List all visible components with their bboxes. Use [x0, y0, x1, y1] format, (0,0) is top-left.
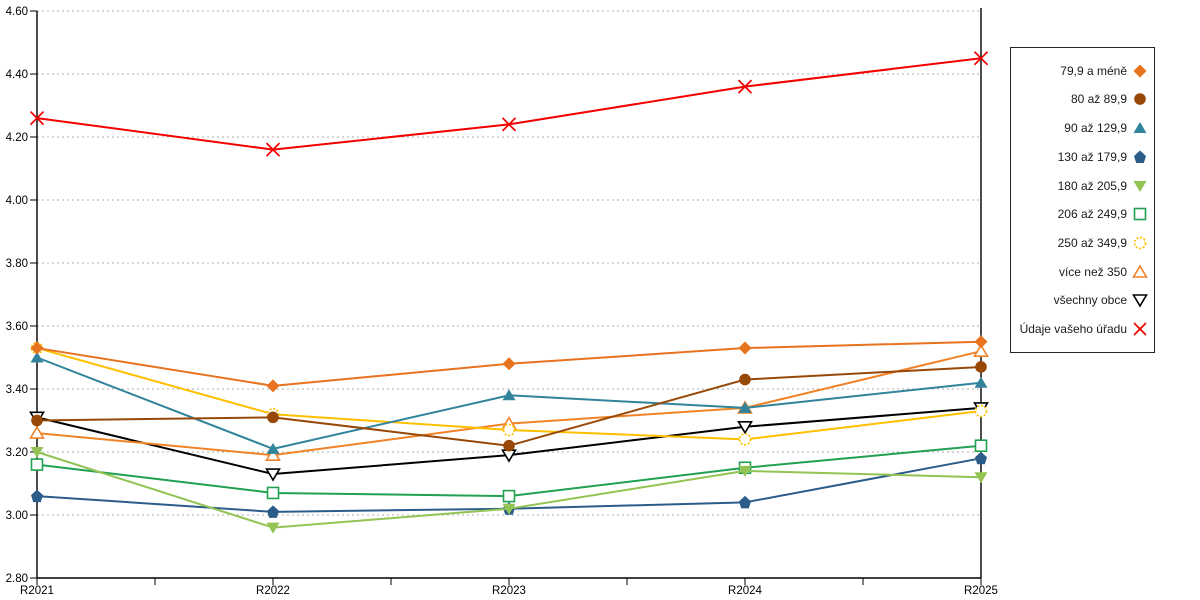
- series-5-marker: [30, 458, 44, 471]
- series-9-marker: [501, 117, 517, 132]
- series-2-marker: [30, 351, 44, 363]
- legend-item-9: Údaje vašeho úřadu: [1011, 321, 1154, 337]
- series-7-marker: [29, 425, 45, 439]
- series-0-marker: [738, 341, 752, 355]
- legend: 79,9 a méně 80 až 89,9 90 až 129,9 130 až 1…: [1010, 47, 1155, 353]
- legend-label: 80 až 89,9: [1070, 92, 1127, 107]
- legend-item-0: 79,9 a méně: [1011, 63, 1154, 79]
- square-legend-icon: [1133, 208, 1147, 221]
- y-axis-label: 4.40: [6, 69, 28, 81]
- series-0-marker: [30, 341, 44, 355]
- series-6-marker: [502, 423, 516, 437]
- series-9-marker: [737, 79, 753, 94]
- series-9-marker: [29, 110, 45, 126]
- series-2-marker: [738, 401, 752, 413]
- triangle-up-legend-icon: [1133, 122, 1147, 134]
- y-axis-label: 2.80: [6, 573, 28, 585]
- series-6-marker: [974, 404, 988, 418]
- series-4-marker: [502, 503, 516, 515]
- legend-label: 180 až 205,9: [1057, 178, 1127, 193]
- legend-label: více než 350: [1058, 264, 1127, 279]
- series-6-marker: [738, 433, 752, 446]
- series-5-marker: [974, 439, 988, 453]
- series-2-marker: [974, 376, 988, 388]
- pentagon-legend-icon: [1134, 150, 1146, 163]
- series-1-marker: [503, 439, 515, 452]
- series-7-marker: [265, 447, 281, 461]
- series-4-marker: [30, 447, 44, 458]
- legend-label: všechny obce: [1053, 293, 1127, 308]
- legend-item-4: 180 až 205,9: [1011, 178, 1154, 194]
- series-line-4: [36, 451, 982, 529]
- legend-label: 90 až 129,9: [1064, 121, 1127, 136]
- circle-legend-icon: [1134, 93, 1146, 106]
- series-0-marker: [266, 379, 280, 393]
- x-legend-icon: [1133, 322, 1147, 336]
- series-2-marker: [266, 442, 280, 454]
- series-4-marker: [738, 465, 752, 477]
- legend-item-5: 206 až 249,9: [1011, 206, 1154, 222]
- legend-item-3: 130 až 179,9: [1011, 149, 1154, 165]
- triangle-down-legend-icon: [1133, 180, 1147, 192]
- series-5-marker: [266, 486, 280, 500]
- diamond-legend-icon: [1133, 64, 1147, 78]
- x-axis-label: R2025: [964, 585, 998, 597]
- series-1-marker: [31, 414, 43, 427]
- series-3-marker: [267, 505, 279, 518]
- series-9-marker: [265, 142, 281, 157]
- series-9-marker: [973, 51, 989, 66]
- legend-item-2: 90 až 129,9: [1011, 120, 1154, 136]
- series-0-marker: [502, 357, 516, 371]
- legend-item-7: více než 350: [1011, 264, 1154, 280]
- series-2-marker: [502, 389, 516, 401]
- x-axis-label: R2024: [728, 585, 762, 597]
- x-axis-label: R2021: [20, 585, 54, 597]
- legend-label: 79,9 a méně: [1060, 63, 1127, 78]
- y-axis-label: 3.40: [6, 384, 28, 396]
- series-4-marker: [266, 522, 280, 534]
- triangle-down-legend-icon: [1132, 294, 1148, 309]
- y-axis-label: 4.60: [6, 6, 28, 18]
- legend-item-8: všechny obce: [1011, 292, 1154, 309]
- y-axis-label: 3.80: [6, 258, 28, 270]
- series-4-marker: [974, 472, 988, 484]
- series-5-marker: [502, 489, 516, 503]
- legend-item-6: 250 až 349,9: [1011, 235, 1154, 251]
- y-axis-label: 3.20: [6, 447, 28, 459]
- series-8-marker: [265, 468, 281, 482]
- legend-label: 130 až 179,9: [1057, 149, 1127, 164]
- y-axis-label: 4.00: [6, 195, 28, 207]
- legend-label: 206 až 249,9: [1057, 207, 1127, 222]
- series-line-9: [36, 57, 982, 151]
- series-1-marker: [267, 411, 279, 424]
- series-3-marker: [739, 495, 751, 509]
- series-0-marker: [974, 335, 988, 349]
- series-1-marker: [739, 373, 751, 386]
- y-axis-label: 4.20: [6, 132, 28, 144]
- y-axis-label: 3.00: [6, 510, 28, 522]
- circle-dotted-legend-icon: [1133, 236, 1147, 250]
- series-3-marker: [31, 489, 43, 503]
- legend-label: Údaje vašeho úřadu: [1019, 322, 1127, 337]
- triangle-up-legend-icon: [1132, 264, 1148, 278]
- legend-label: 250 až 349,9: [1057, 236, 1127, 251]
- series-8-marker: [737, 420, 753, 435]
- legend-item-1: 80 až 89,9: [1011, 91, 1154, 107]
- x-axis-label: R2023: [492, 585, 526, 597]
- series-1-marker: [975, 361, 987, 373]
- series-7-marker: [973, 343, 989, 358]
- x-axis-label: R2022: [256, 585, 290, 597]
- y-axis-label: 3.60: [6, 321, 28, 333]
- series-3-marker: [975, 451, 987, 465]
